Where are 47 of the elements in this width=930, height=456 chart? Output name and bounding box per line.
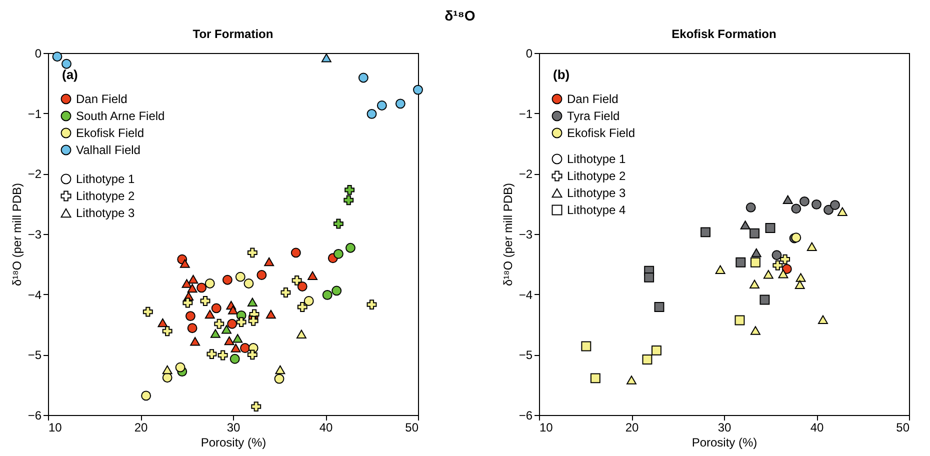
legend-label: Lithotype 1 <box>567 152 626 166</box>
y-tick-label: −1 <box>28 106 42 121</box>
x-tick-label: 20 <box>134 420 148 434</box>
x-tick-label: 10 <box>540 420 554 434</box>
legend-label: Lithotype 3 <box>76 206 136 220</box>
y-tick-label: 0 <box>526 46 533 60</box>
legend-label: Ekofisk Field <box>76 126 144 140</box>
y-tick-label: −4 <box>28 288 42 302</box>
legend-label: South Arne Field <box>76 109 165 123</box>
y-tick-label: −5 <box>518 348 533 362</box>
annotation: (b) <box>553 67 570 82</box>
text: δ¹⁸O <box>444 8 476 24</box>
legend-label: Lithotype 3 <box>567 186 626 200</box>
legend-label: Lithotype 2 <box>567 169 626 183</box>
chart-title: Ekofisk Formation <box>672 27 776 41</box>
y-tick-label: −4 <box>518 288 533 302</box>
x-axis-title: Porosity (%) <box>692 436 758 450</box>
y-tick-label: −2 <box>518 167 533 182</box>
y-tick-label: −1 <box>518 106 533 121</box>
x-tick-label: 10 <box>48 420 62 434</box>
legend-label: Lithotype 4 <box>567 203 626 217</box>
y-tick-label: −5 <box>28 348 42 362</box>
x-tick-label: 20 <box>625 420 639 434</box>
y-tick-label: −3 <box>28 228 42 242</box>
x-tick-label: 30 <box>718 420 732 434</box>
x-tick-label: 50 <box>896 420 910 434</box>
x-tick-label: 40 <box>319 420 333 434</box>
x-axis-title: Porosity (%) <box>200 436 266 450</box>
legend-label: Lithotype 2 <box>76 189 136 203</box>
y-tick-label: −3 <box>518 228 533 242</box>
legend-label: Valhall Field <box>76 143 140 157</box>
legend-label: Dan Field <box>567 92 618 106</box>
legend-label: Tyra Field <box>567 109 620 123</box>
y-tick-label: −2 <box>28 167 42 182</box>
legend-label: Ekofisk Field <box>567 126 636 140</box>
y-tick-label: −6 <box>28 408 42 422</box>
y-axis-title: δ¹⁸O (per mill PDB) <box>500 182 515 286</box>
y-tick-label: −6 <box>518 408 533 422</box>
y-axis-title: δ¹⁸O (per mill PDB) <box>10 182 24 286</box>
annotation: (a) <box>62 67 78 82</box>
x-tick-label: 50 <box>405 420 419 434</box>
chart-title: Tor Formation <box>192 27 274 41</box>
y-tick-label: 0 <box>34 46 42 60</box>
legend-label: Dan Field <box>76 92 128 106</box>
x-tick-label: 30 <box>226 420 240 434</box>
legend-label: Lithotype 1 <box>76 172 136 186</box>
x-tick-label: 40 <box>810 420 824 434</box>
